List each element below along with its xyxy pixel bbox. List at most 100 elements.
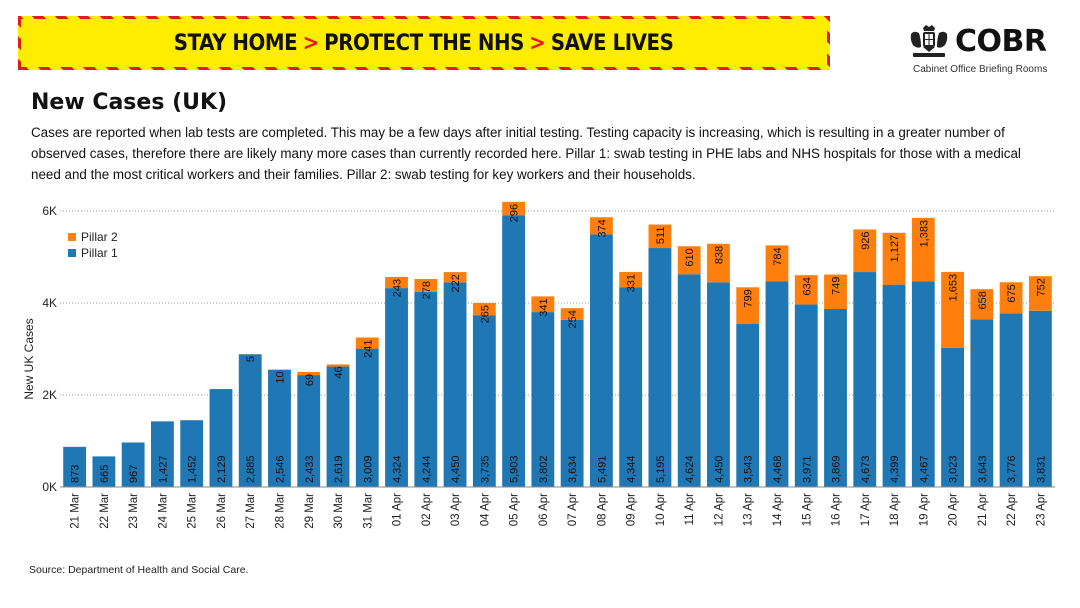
data-label-pillar-2: 254 (567, 310, 579, 328)
bar-pillar-1 (999, 313, 1023, 487)
data-label-pillar-1: 3,643 (977, 455, 989, 483)
bar-pillar-1 (531, 312, 555, 487)
data-label-pillar-1: 4,624 (684, 455, 696, 483)
bar-pillar-2 (911, 217, 935, 282)
x-tick-label: 04 Apr (479, 493, 491, 526)
data-label-pillar-1: 4,450 (450, 455, 462, 483)
data-label-pillar-1: 3,735 (479, 455, 491, 483)
data-label-pillar-1: 4,344 (626, 455, 638, 483)
legend-label: Pillar 1 (81, 246, 118, 260)
bar-pillar-1 (853, 272, 877, 487)
bar-pillar-1 (209, 389, 233, 487)
bar-pillar-2 (794, 275, 818, 305)
bar-pillar-2 (443, 272, 467, 283)
data-label-pillar-1: 3,009 (362, 455, 374, 483)
bar-pillar-1 (268, 369, 291, 487)
data-label-pillar-2: 374 (596, 219, 608, 237)
legend-swatch (68, 249, 76, 257)
bar-pillar-2 (531, 296, 555, 313)
slogan-text: STAY HOME > PROTECT THE NHS > SAVE LIVES (174, 31, 674, 56)
x-tick-label: 26 Mar (216, 493, 228, 529)
data-label-pillar-1: 3,023 (948, 455, 960, 483)
data-label-pillar-1: 967 (128, 465, 140, 483)
x-tick-label: 16 Apr (831, 493, 843, 526)
data-label-pillar-1: 2,619 (333, 455, 345, 483)
data-label-pillar-1: 2,129 (216, 455, 228, 483)
bar-pillar-1 (824, 309, 847, 487)
x-tick-label: 01 Apr (392, 493, 404, 526)
x-tick-label: 10 Apr (655, 493, 667, 526)
bar-pillar-1 (765, 281, 789, 487)
bar-pillar-2 (472, 303, 496, 316)
data-label-pillar-1: 4,324 (392, 455, 404, 483)
data-label-pillar-2: 296 (509, 204, 521, 222)
bar-pillar-1 (121, 442, 145, 487)
y-tick-label: 6K (42, 204, 57, 218)
bar-pillar-1 (619, 287, 643, 487)
data-label-pillar-2: 799 (743, 289, 755, 307)
bar-pillar-1 (911, 281, 935, 487)
x-tick-label: 09 Apr (626, 493, 638, 526)
data-label-pillar-1: 3,971 (801, 455, 813, 483)
bar-pillar-2 (648, 224, 672, 249)
y-tick-label: 2K (42, 388, 57, 402)
data-label-pillar-2: 675 (1006, 284, 1018, 302)
y-tick-label: 4K (42, 296, 57, 310)
data-label-pillar-1: 2,433 (304, 455, 316, 483)
y-axis-label: New UK Cases (22, 318, 36, 399)
data-label-pillar-2: 1,383 (918, 220, 930, 248)
x-tick-label: 30 Mar (333, 493, 345, 529)
bar-pillar-2 (999, 282, 1023, 314)
bar-pillar-1 (355, 348, 379, 487)
bar-pillar-1 (443, 282, 467, 487)
x-tick-label: 28 Mar (274, 493, 286, 529)
slogan-protect-nhs: PROTECT THE NHS (324, 30, 525, 56)
bar-pillar-1 (502, 215, 526, 487)
x-tick-label: 24 Mar (157, 493, 169, 529)
data-label-pillar-2: 10 (274, 371, 286, 383)
bar-pillar-2 (765, 245, 789, 282)
logo-name: COBR (955, 24, 1047, 59)
bar-pillar-2 (736, 287, 760, 325)
data-label-pillar-1: 3,802 (538, 455, 550, 483)
data-label-pillar-1: 5,903 (509, 455, 521, 483)
data-label-pillar-2: 341 (538, 298, 550, 316)
slogan-separator-2: > (529, 30, 547, 56)
bar-pillar-2 (941, 271, 964, 348)
x-tick-label: 27 Mar (245, 493, 257, 529)
data-label-pillar-1: 873 (70, 465, 82, 483)
bar-pillar-1 (941, 347, 964, 487)
x-tick-label: 11 Apr (684, 493, 696, 526)
data-label-pillar-1: 5,491 (596, 455, 608, 483)
data-label-pillar-2: 243 (392, 279, 404, 297)
data-label-pillar-1: 3,776 (1006, 455, 1018, 483)
x-tick-label: 13 Apr (743, 493, 755, 526)
bar-pillar-2 (677, 246, 701, 275)
x-tick-label: 21 Mar (70, 493, 82, 529)
bar-pillar-2 (882, 232, 906, 285)
logo-subtitle: Cabinet Office Briefing Rooms (913, 64, 1048, 75)
x-tick-label: 18 Apr (889, 493, 901, 526)
bar-pillar-1 (589, 234, 613, 487)
x-tick-label: 08 Apr (596, 493, 608, 526)
bar-pillar-1 (472, 315, 496, 487)
y-tick-label: 0K (42, 480, 57, 494)
bar-pillar-1 (677, 274, 701, 487)
x-tick-label: 02 Apr (421, 493, 433, 526)
x-tick-label: 31 Mar (362, 493, 374, 529)
bar-pillar-1 (297, 375, 321, 487)
data-label-pillar-1: 3,831 (1035, 455, 1047, 483)
data-label-pillar-2: 926 (860, 231, 872, 249)
x-tick-label: 20 Apr (948, 493, 960, 526)
slogan-separator-1: > (303, 30, 320, 56)
bar-pillar-2 (619, 271, 643, 288)
data-label-pillar-1: 5,195 (655, 455, 667, 483)
bar-pillar-1 (92, 456, 116, 487)
data-label-pillar-1: 4,468 (772, 455, 784, 483)
bar-pillar-2 (502, 201, 526, 216)
new-cases-chart: 0K 2K 4K 6K New UK Cases 873 21 Mar 665 22 Mar 96… (22, 201, 1055, 529)
data-label-pillar-1: 1,452 (187, 455, 199, 483)
data-label-pillar-1: 4,467 (918, 455, 930, 483)
x-tick-label: 19 Apr (918, 493, 930, 526)
x-tick-label: 15 Apr (801, 493, 813, 526)
